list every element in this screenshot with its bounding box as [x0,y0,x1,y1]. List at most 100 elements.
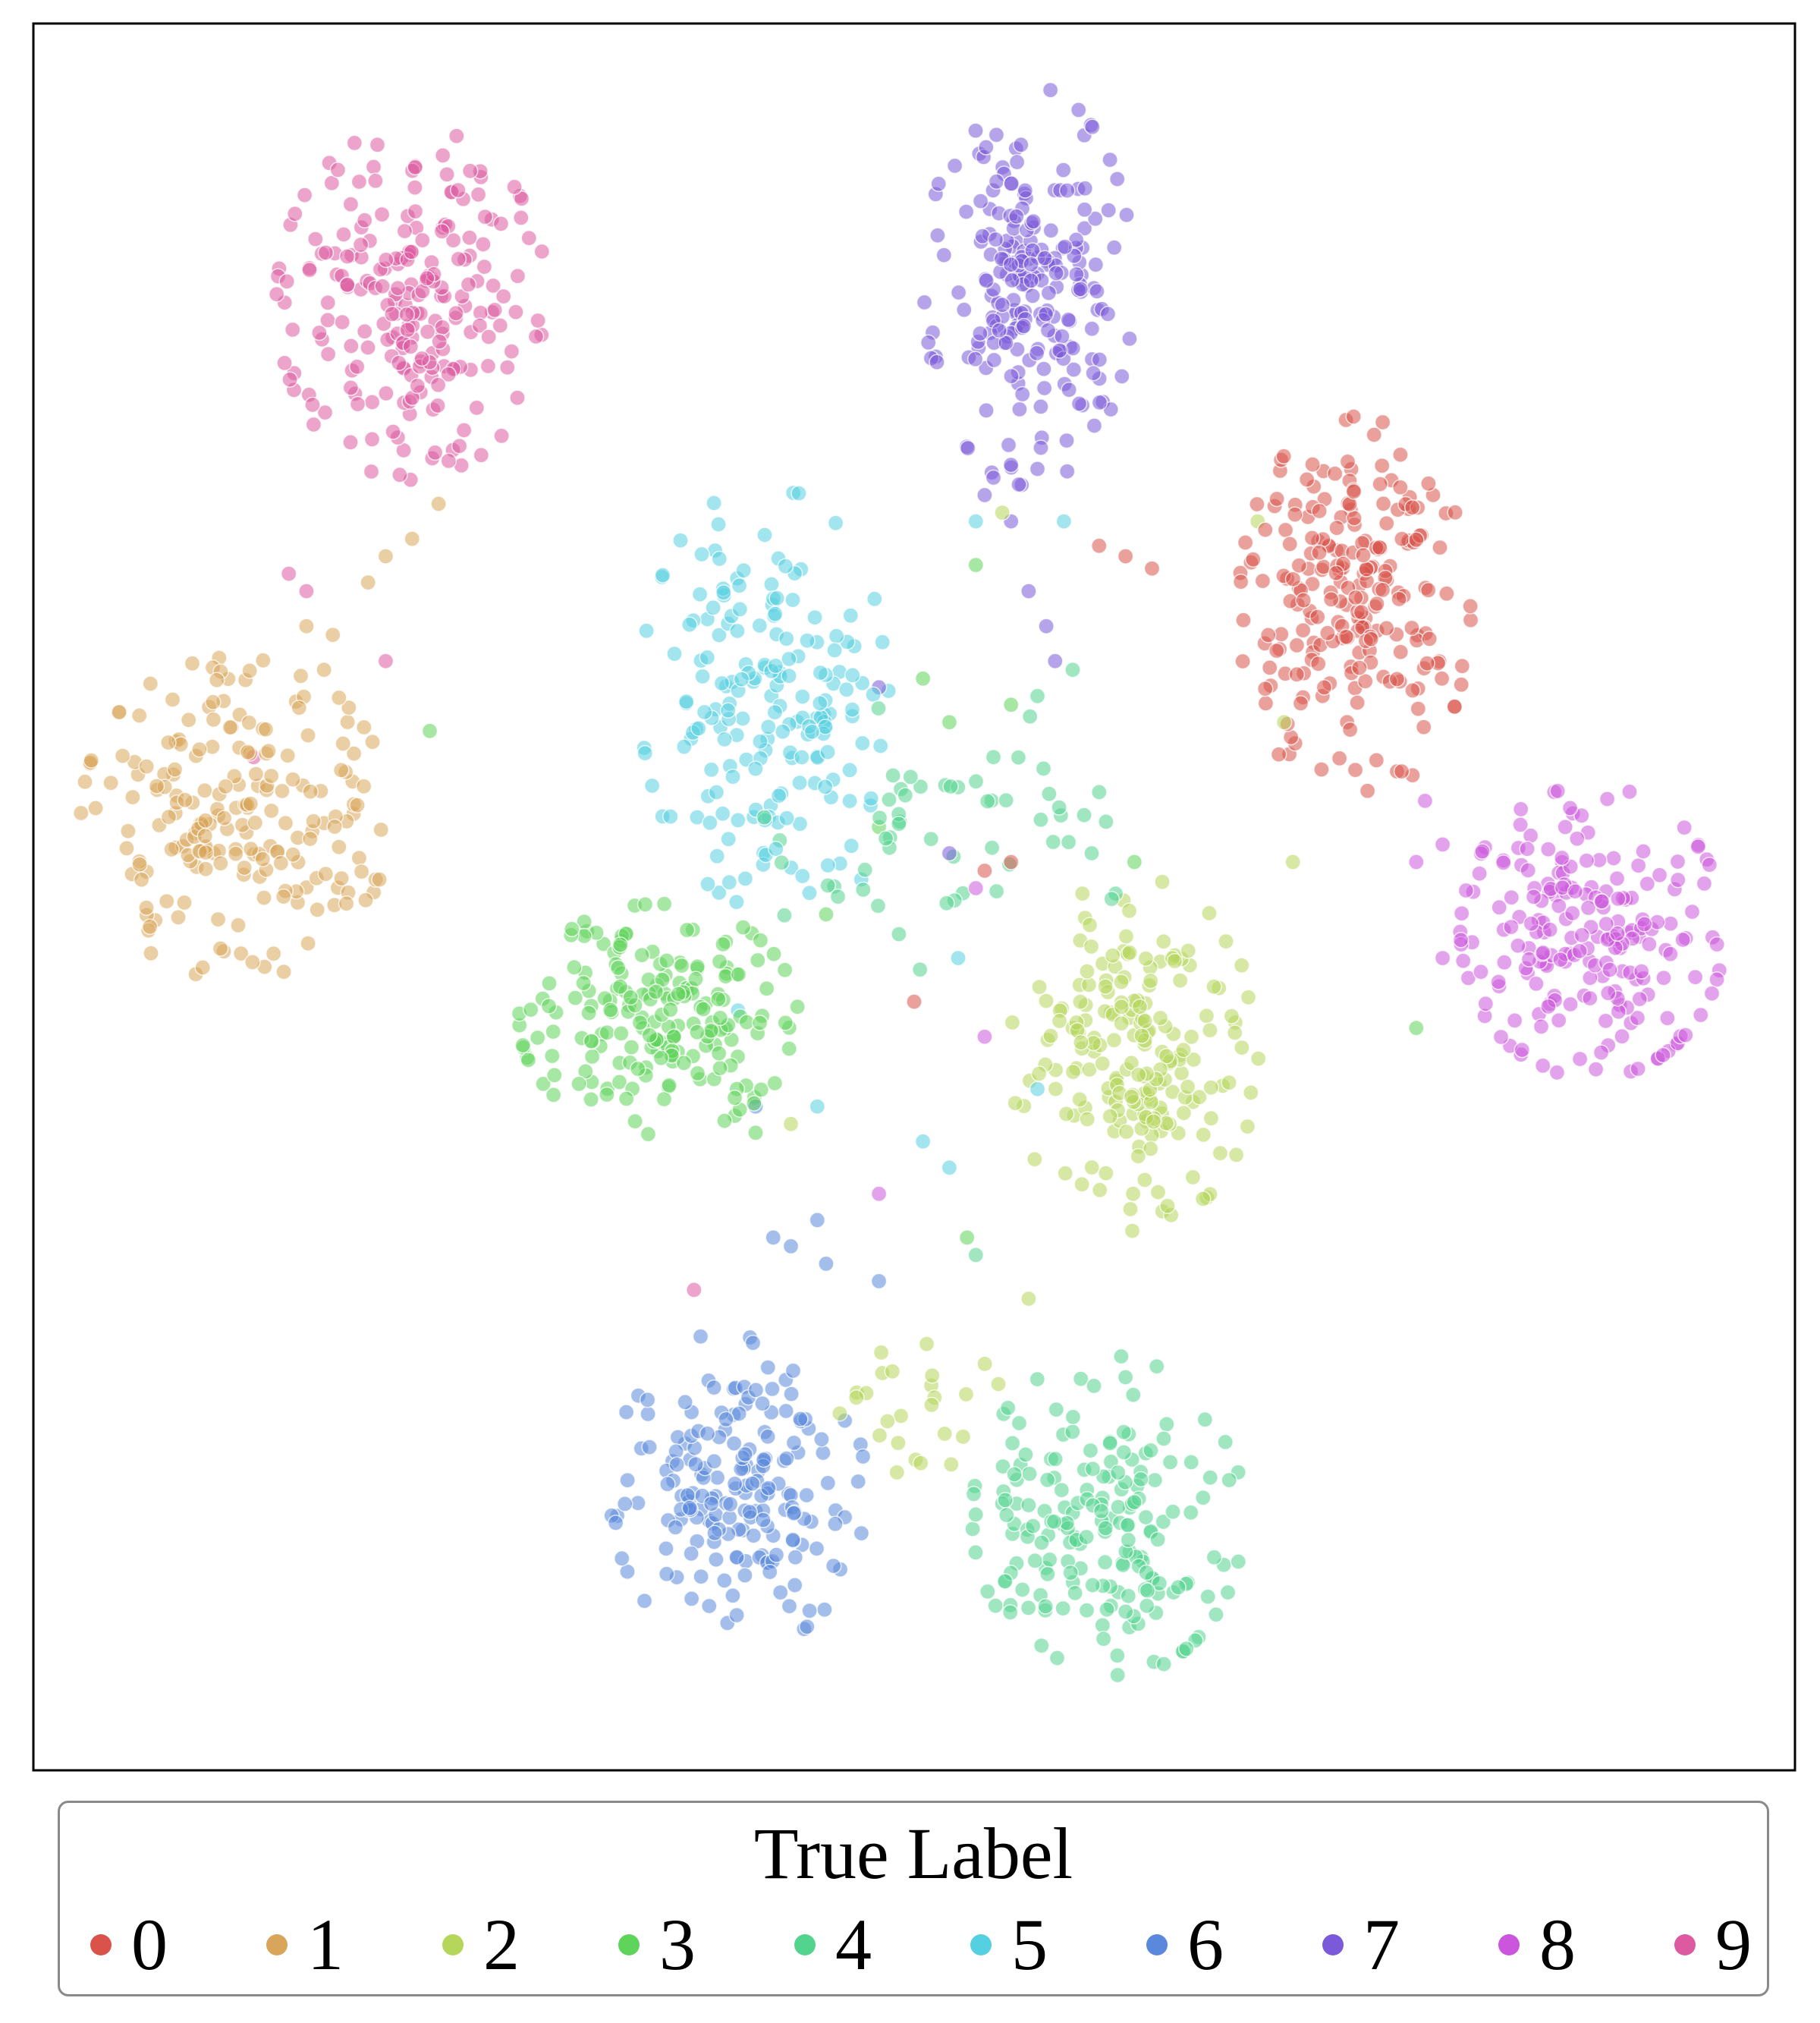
point-label-8 [1512,801,1529,818]
point-label-4 [1064,1424,1081,1440]
point-label-6 [716,1572,733,1589]
point-label-8 [1677,1027,1694,1043]
point-label-0 [1303,530,1321,546]
point-label-0 [1275,448,1292,465]
point-label-9 [301,261,318,278]
point-label-7 [994,297,1011,313]
point-label-5 [690,720,707,737]
point-label-0 [1415,719,1432,735]
point-label-7 [1058,182,1076,199]
point-label-4 [1067,1584,1083,1602]
point-label-2 [1185,1051,1202,1068]
point-label-3 [673,957,690,974]
point-label-2 [1051,1012,1068,1030]
point-label-6 [706,1379,722,1396]
point-label-4 [1199,1588,1216,1605]
point-label-3 [734,919,752,936]
point-label-7 [1024,288,1041,304]
point-label-5 [1055,513,1073,530]
point-label-5 [844,667,861,684]
point-label-6 [759,1428,776,1446]
point-label-1 [180,712,197,728]
point-label-6 [765,1229,781,1246]
point-label-8 [1525,889,1542,905]
legend-entry-0: 0 [90,1907,168,1983]
point-label-4 [1039,1471,1056,1489]
point-label-9 [440,452,457,470]
point-label-2 [1124,1222,1141,1239]
point-label-1 [242,795,259,812]
point-label-2 [1194,1191,1212,1207]
point-label-4 [1045,833,1061,851]
point-label-1 [141,918,159,936]
point-label-3 [710,991,727,1008]
point-label-1 [163,841,180,858]
point-label-2 [1180,942,1196,959]
point-label-6 [641,1439,658,1455]
point-label-9 [513,209,530,226]
point-label-0 [1462,598,1479,615]
point-label-5 [666,645,683,662]
point-label-8 [1492,1028,1510,1046]
point-label-3 [726,1090,743,1106]
point-label-6 [701,1597,718,1615]
point-label-0 [1356,673,1374,690]
point-label-8 [967,879,985,897]
point-label-0 [1373,457,1391,474]
point-label-2 [1058,1106,1075,1122]
point-label-1 [120,823,137,839]
point-label-5 [752,733,769,750]
point-label-6 [728,1606,745,1624]
point-label-3 [623,1039,640,1056]
point-label-1 [255,652,272,669]
point-label-4 [1196,1411,1214,1428]
point-label-2 [1202,1021,1218,1039]
point-label-8 [1520,862,1536,879]
point-label-3 [599,1024,615,1041]
point-label-7 [1003,175,1020,192]
point-label-4 [1033,1637,1050,1654]
point-label-8 [1506,1012,1523,1029]
legend-label-0: 0 [131,1904,168,1985]
point-label-5 [728,893,745,911]
point-label-5 [841,762,858,779]
point-label-8 [1562,996,1579,1013]
point-label-2 [994,504,1011,521]
point-label-6 [809,1212,826,1229]
point-label-2 [1057,1165,1073,1182]
point-label-4 [938,895,955,911]
point-label-4 [773,854,790,871]
point-label-1 [298,618,315,634]
point-label-0 [1432,539,1448,556]
point-label-6 [708,1551,725,1568]
point-label-4 [1120,1587,1137,1604]
point-label-4 [1033,1534,1050,1551]
point-label-9 [513,190,530,207]
point-label-9 [429,376,447,394]
point-label-8 [1473,964,1489,980]
point-label-8 [1639,875,1656,892]
point-label-9 [479,357,497,375]
point-label-5 [733,671,750,687]
point-label-5 [863,790,879,807]
point-label-9 [399,321,416,338]
point-label-2 [1020,1290,1037,1307]
point-label-1 [130,707,148,724]
point-label-4 [1155,1430,1172,1447]
point-label-2 [1201,905,1218,922]
point-label-8 [1535,944,1551,961]
point-label-5 [681,616,698,633]
point-label-0 [1346,510,1363,527]
point-label-4 [1149,1531,1166,1548]
point-label-9 [509,268,527,285]
point-label-2 [1136,1012,1153,1030]
point-label-4 [1064,1408,1082,1426]
point-label-9 [287,206,303,222]
point-label-9 [385,423,401,440]
point-label-2 [936,1425,953,1443]
point-label-4 [1029,1370,1046,1388]
point-label-3 [633,946,650,964]
point-label-1 [262,802,280,820]
point-label-4 [1026,1553,1044,1569]
point-label-1 [77,773,93,791]
